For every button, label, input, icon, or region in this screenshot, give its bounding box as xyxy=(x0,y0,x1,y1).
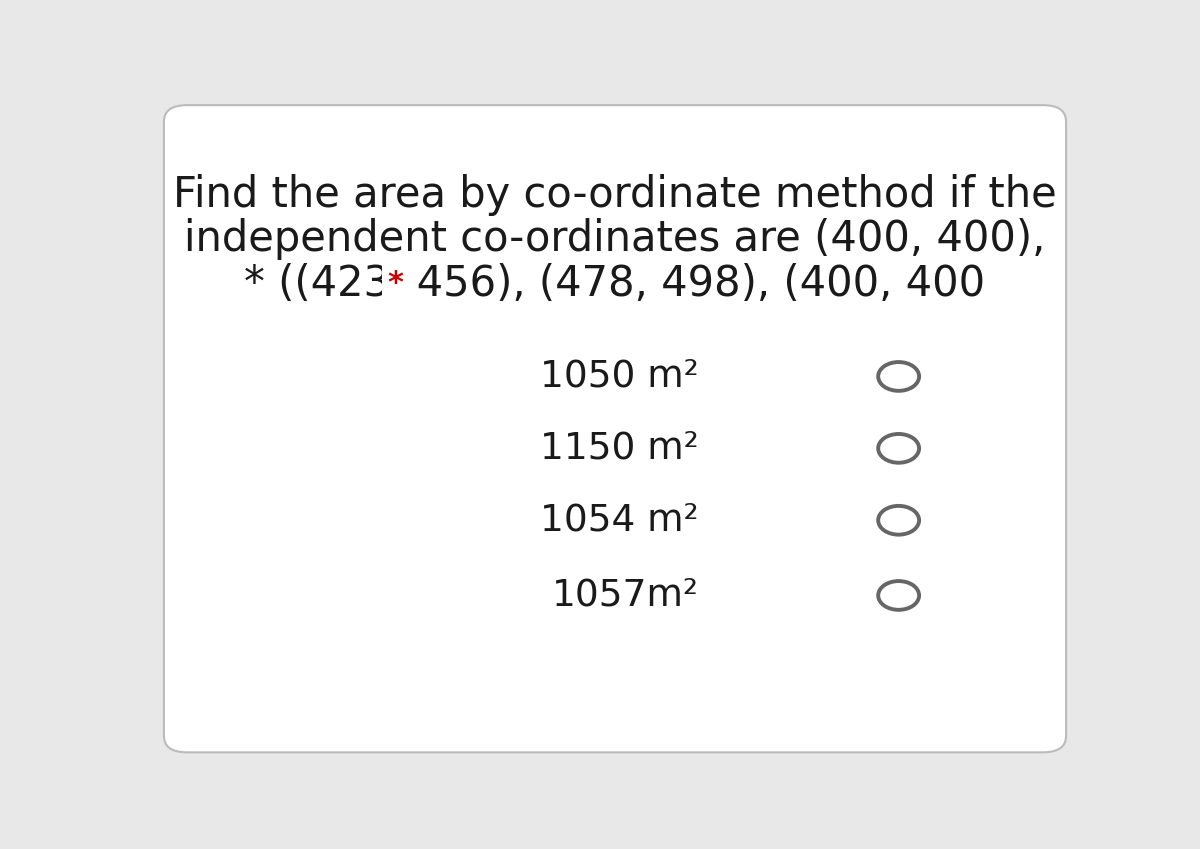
FancyBboxPatch shape xyxy=(164,105,1066,752)
Text: Find the area by co-ordinate method if the: Find the area by co-ordinate method if t… xyxy=(173,174,1057,216)
Text: *: * xyxy=(385,262,406,305)
Text: 1150 m²: 1150 m² xyxy=(540,430,698,466)
Text: 1057m²: 1057m² xyxy=(552,577,698,614)
Text: * ((423, 456), (478, 498), (400, 400: * ((423, 456), (478, 498), (400, 400 xyxy=(245,262,985,305)
Text: 1050 m²: 1050 m² xyxy=(540,358,698,395)
Text: independent co-ordinates are (400, 400),: independent co-ordinates are (400, 400), xyxy=(185,218,1045,260)
Text: *: * xyxy=(388,269,403,298)
Text: 1054 m²: 1054 m² xyxy=(540,503,698,538)
